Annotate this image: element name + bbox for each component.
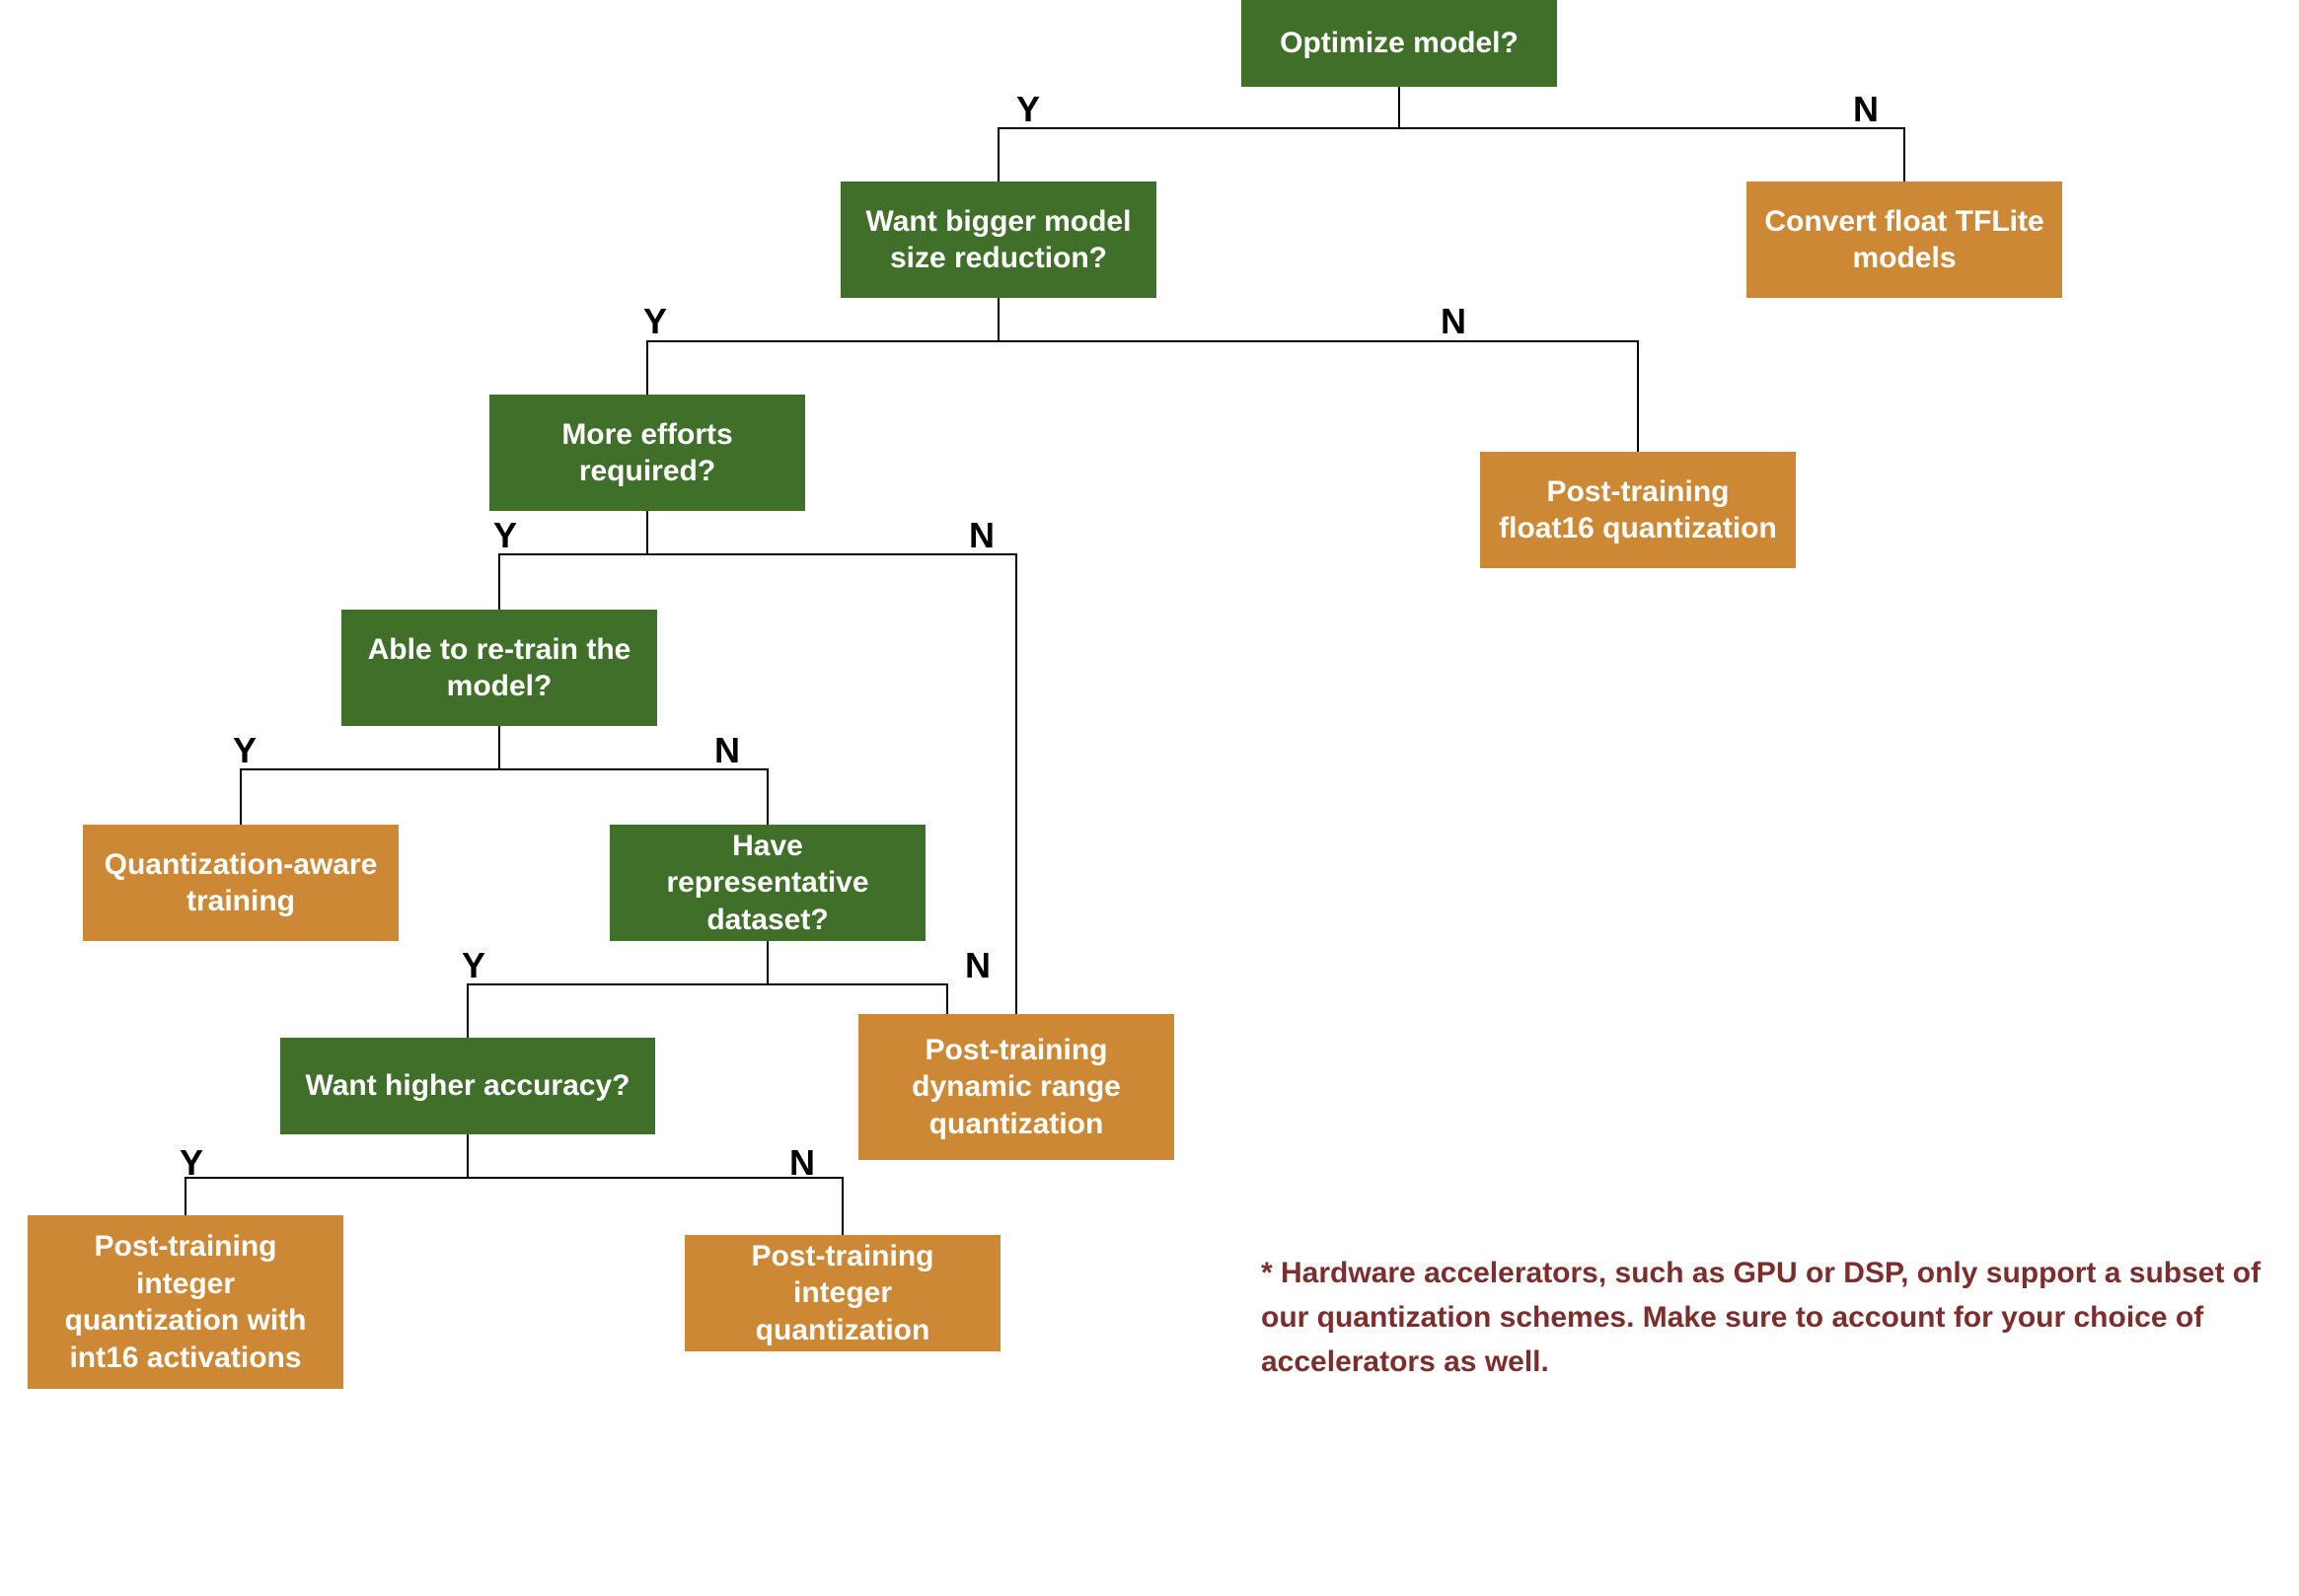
edge-label-n_bigger-n_efforts: Y [643, 301, 667, 342]
node-n_retrain: Able to re-train the model? [341, 610, 657, 726]
node-n_intquant: Post-training integer quantization [685, 1235, 1001, 1351]
node-n_convert: Convert float TFLite models [1746, 181, 2062, 298]
edge-n_higheracc-n_int16 [185, 1134, 468, 1215]
edge-label-n_retrain-n_qat: Y [233, 730, 257, 771]
edge-label-n_higheracc-n_intquant: N [789, 1142, 815, 1184]
edge-label-n_efforts-n_retrain: Y [493, 515, 517, 556]
edge-n_repdata-n_dynrange [768, 941, 947, 1014]
edge-label-n_higheracc-n_int16: Y [180, 1142, 203, 1184]
node-n_bigger: Want bigger model size reduction? [841, 181, 1156, 298]
edge-label-n_optimize-n_bigger: Y [1016, 89, 1040, 130]
footnote: * Hardware accelerators, such as GPU or … [1261, 1251, 2267, 1384]
edge-n_repdata-n_higheracc [468, 941, 768, 1038]
edge-label-n_efforts-n_dynrange: N [969, 515, 995, 556]
edge-n_higheracc-n_intquant [468, 1134, 843, 1235]
edge-n_bigger-n_float16 [999, 298, 1638, 452]
edge-n_optimize-n_bigger [999, 87, 1399, 181]
edge-label-n_retrain-n_repdata: N [714, 730, 740, 771]
node-n_efforts: More efforts required? [489, 395, 805, 511]
edge-n_optimize-n_convert [1399, 87, 1904, 181]
edge-label-n_bigger-n_float16: N [1441, 301, 1466, 342]
edge-n_retrain-n_qat [241, 726, 499, 825]
node-n_higheracc: Want higher accuracy? [280, 1038, 655, 1134]
flowchart-canvas: Y N Y N Y N Y N Y N Y N Optimize model? Want bigger m… [0, 0, 2299, 1596]
edge-n_bigger-n_efforts [647, 298, 999, 395]
node-n_float16: Post-training float16 quantization [1480, 452, 1796, 568]
node-n_int16: Post-training integer quantization with … [28, 1215, 343, 1389]
edge-n_efforts-n_retrain [499, 511, 647, 610]
edge-label-n_optimize-n_convert: N [1853, 89, 1879, 130]
node-n_optimize: Optimize model? [1241, 0, 1557, 87]
node-n_qat: Quantization-aware training [83, 825, 399, 941]
edge-label-n_repdata-n_higheracc: Y [462, 945, 485, 986]
node-n_dynrange: Post-training dynamic range quantization [858, 1014, 1174, 1160]
edge-label-n_repdata-n_dynrange: N [965, 945, 991, 986]
node-n_repdata: Have representative dataset? [610, 825, 926, 941]
